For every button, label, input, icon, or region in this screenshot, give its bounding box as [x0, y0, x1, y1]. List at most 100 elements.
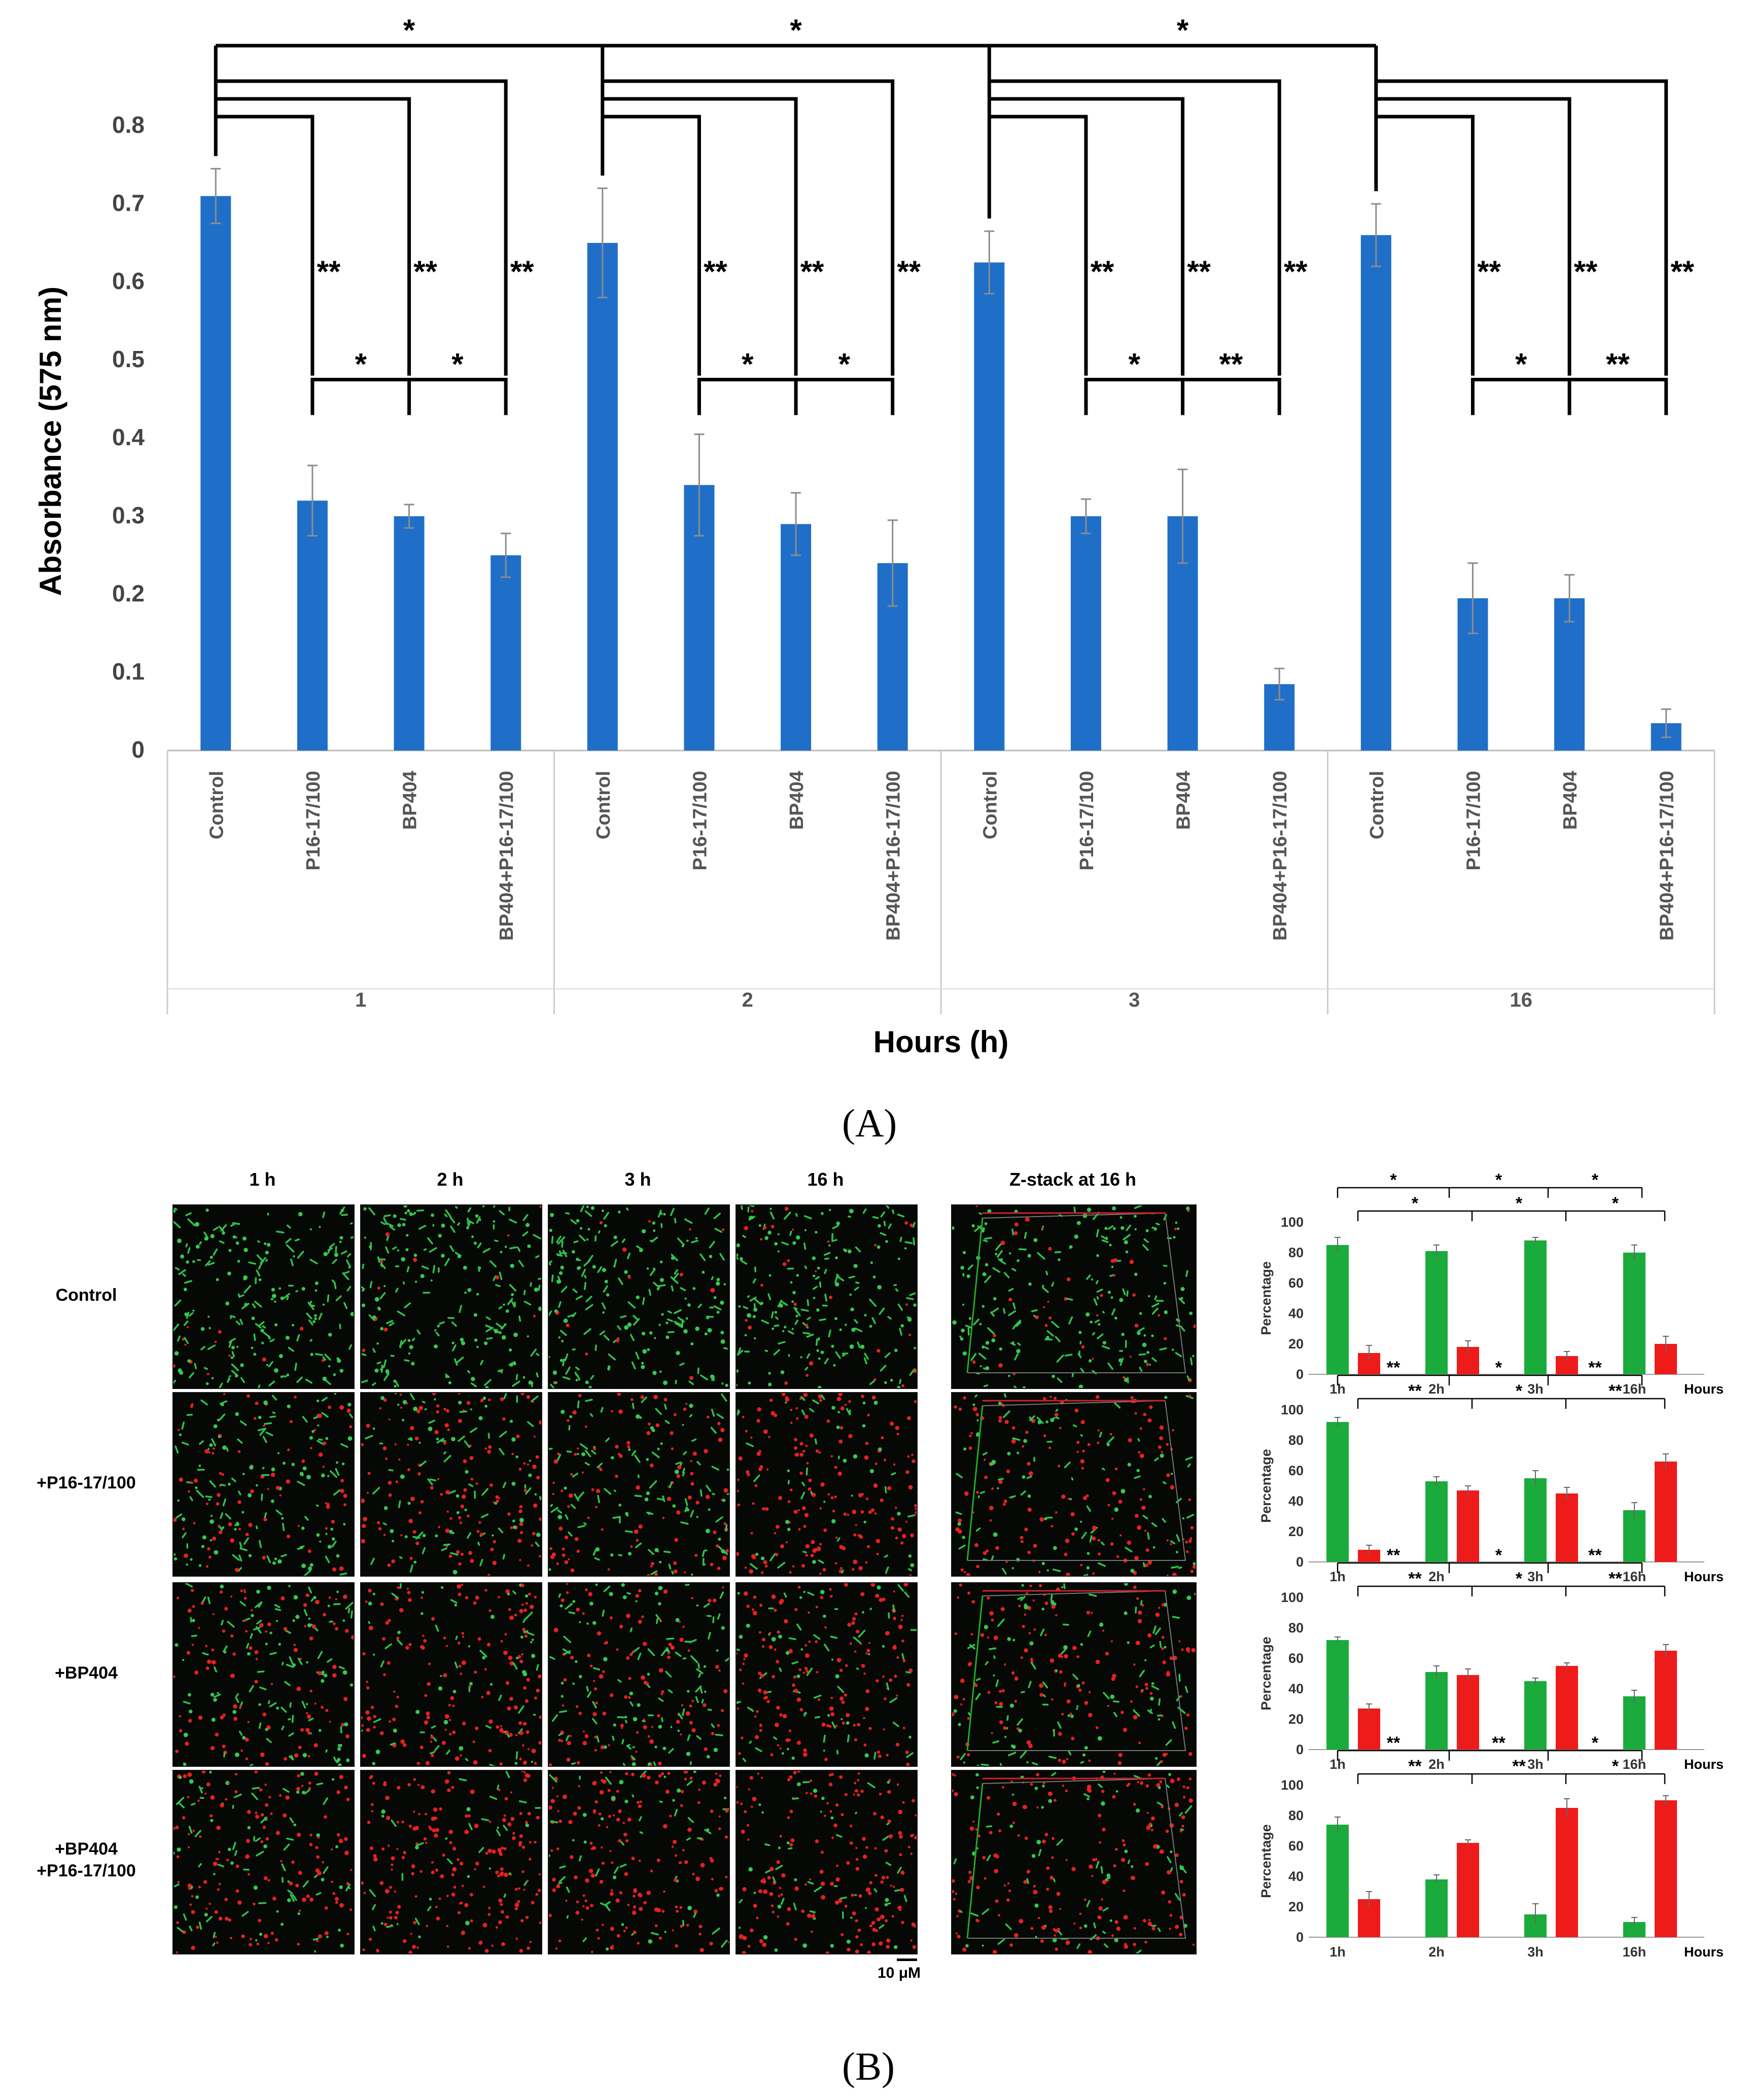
green-cell — [712, 1616, 715, 1624]
red-cell — [1179, 1933, 1183, 1937]
red-cell — [527, 1880, 529, 1882]
red-cell — [748, 1788, 750, 1791]
green-cell — [234, 1235, 237, 1238]
red-cell — [769, 1892, 774, 1896]
green-cell — [1175, 1498, 1182, 1504]
green-cell — [278, 1354, 283, 1359]
green-cell — [1126, 1290, 1129, 1297]
green-cell — [378, 1258, 386, 1261]
red-cell — [280, 1860, 283, 1863]
green-cell — [498, 1694, 502, 1701]
red-cell — [475, 1595, 479, 1600]
red-cell — [624, 1872, 628, 1876]
green-cell — [830, 1816, 834, 1820]
green-cell — [1083, 1924, 1088, 1928]
red-cell — [509, 1615, 514, 1620]
green-cell — [480, 1513, 489, 1518]
red-cell — [627, 1818, 632, 1822]
green-cell — [1036, 1839, 1041, 1844]
red-cell — [839, 1567, 843, 1570]
green-cell — [982, 1305, 985, 1308]
green-cell — [581, 1452, 586, 1456]
green-cell — [280, 1296, 284, 1300]
green-cell — [321, 1679, 325, 1683]
red-cell — [176, 1855, 180, 1858]
green-cell — [854, 1327, 863, 1332]
green-cell — [438, 1686, 443, 1691]
green-cell — [1139, 1669, 1145, 1678]
green-cell — [225, 1301, 230, 1306]
red-cell — [846, 1713, 850, 1718]
red-cell — [1039, 1517, 1044, 1522]
red-cell — [529, 1605, 534, 1609]
red-cell — [551, 1787, 554, 1789]
red-cell — [713, 1530, 717, 1535]
red-cell — [912, 1459, 916, 1464]
red-cell — [632, 1910, 637, 1915]
green-cell — [534, 1287, 539, 1292]
green-cell — [955, 1511, 962, 1515]
red-cell — [718, 1827, 721, 1830]
green-cell — [713, 1296, 717, 1299]
green-cell — [556, 1509, 563, 1514]
green-cell — [595, 1868, 600, 1877]
green-cell — [579, 1621, 581, 1623]
green-cell — [259, 1540, 262, 1548]
green-cell — [771, 1636, 776, 1642]
category-tick-label: BP404 — [1173, 771, 1195, 830]
green-cell — [307, 1301, 314, 1310]
red-cell — [679, 1906, 683, 1909]
green-cell — [258, 1262, 263, 1270]
red-cell — [752, 1611, 757, 1616]
red-cell — [388, 1493, 392, 1497]
red-cell — [587, 1653, 591, 1657]
green-cell — [1042, 1681, 1048, 1689]
micrograph-texture — [173, 1393, 354, 1576]
green-cell — [236, 1693, 239, 1697]
red-cell — [1097, 1441, 1100, 1444]
red-cell — [1179, 1830, 1183, 1833]
red-cell — [627, 1696, 631, 1699]
red-cell — [976, 1885, 980, 1890]
red-cell — [267, 1622, 271, 1627]
red-cell — [173, 1675, 176, 1679]
red-cell — [706, 1415, 710, 1419]
green-cell — [909, 1368, 915, 1376]
green-cell — [682, 1468, 685, 1474]
green-cell — [635, 1351, 640, 1360]
red-cell — [1097, 1429, 1100, 1432]
green-cell — [187, 1218, 196, 1227]
green-cell — [711, 1723, 715, 1728]
red-cell — [1161, 1635, 1165, 1639]
red-cell — [373, 1854, 377, 1858]
green-cell — [523, 1300, 532, 1306]
red-cell — [1027, 1550, 1031, 1554]
green-cell — [185, 1212, 192, 1217]
red-cell — [778, 1895, 781, 1898]
green-cell — [820, 1590, 825, 1594]
green-cell — [864, 1313, 867, 1317]
red-cell — [611, 1410, 613, 1413]
red-cell — [720, 1428, 725, 1433]
red-cell — [899, 1906, 902, 1908]
green-cell — [565, 1735, 570, 1741]
red-cell — [558, 1738, 561, 1742]
red-cell — [464, 1903, 469, 1907]
green-cell — [1048, 1799, 1053, 1803]
red-cell — [1147, 1921, 1152, 1927]
red-cell — [862, 1837, 866, 1841]
red-cell — [608, 1744, 610, 1747]
green-cell — [673, 1309, 682, 1314]
red-cell — [192, 1829, 195, 1832]
red-cell — [1014, 1933, 1019, 1938]
red-cell — [1008, 1889, 1011, 1893]
red-cell — [566, 1591, 569, 1594]
green-cell — [1045, 1336, 1049, 1340]
green-cell — [685, 1317, 688, 1320]
green-cell — [192, 1619, 195, 1622]
red-cell — [790, 1421, 793, 1425]
green-cell — [993, 1655, 996, 1659]
red-cell — [1138, 1610, 1142, 1615]
green-cell — [622, 1763, 626, 1766]
